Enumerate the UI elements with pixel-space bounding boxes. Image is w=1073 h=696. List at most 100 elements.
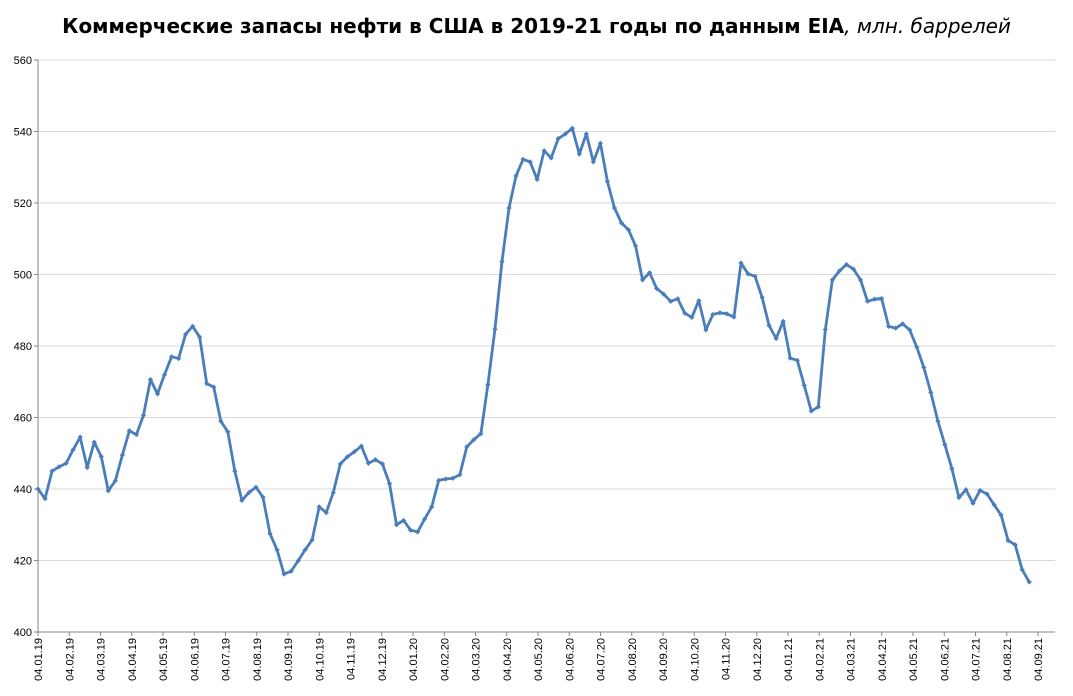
series-layer xyxy=(35,125,1032,585)
data-point xyxy=(597,140,603,146)
data-point xyxy=(35,486,41,492)
y-tick-label: 500 xyxy=(14,270,32,282)
y-tick-label: 460 xyxy=(14,413,32,425)
data-point xyxy=(801,382,807,388)
data-point xyxy=(850,266,857,272)
data-point xyxy=(393,522,400,528)
data-point xyxy=(42,496,48,502)
data-point xyxy=(386,481,393,487)
data-point xyxy=(625,227,632,233)
data-point xyxy=(857,277,864,283)
data-point xyxy=(415,529,421,535)
data-point xyxy=(464,444,470,450)
y-tick-label: 520 xyxy=(14,198,32,210)
data-point xyxy=(935,418,941,424)
data-point xyxy=(492,326,498,332)
data-point xyxy=(176,355,182,362)
data-point xyxy=(829,277,835,283)
data-point xyxy=(639,277,646,283)
data-point xyxy=(267,531,273,537)
data-point xyxy=(766,323,772,329)
x-tick-labels: 04.01.19 04.02.19 04.03.19 04.04.19 04.05.19… xyxy=(33,638,1045,681)
x-tick-label: 04.02.20 xyxy=(439,638,451,681)
data-point xyxy=(675,296,681,302)
x-tick-label: 04.05.20 xyxy=(533,638,545,681)
data-point xyxy=(443,476,449,482)
data-point xyxy=(900,321,906,327)
x-tick-label: 04.03.20 xyxy=(471,638,483,681)
data-point xyxy=(344,454,350,460)
data-point xyxy=(893,325,899,331)
data-point xyxy=(717,310,723,316)
data-point xyxy=(253,484,259,490)
data-point xyxy=(499,259,505,265)
data-point xyxy=(1019,567,1025,573)
x-tick-label: 04.01.19 xyxy=(33,638,45,681)
series-line xyxy=(36,126,1031,583)
data-point xyxy=(400,517,407,524)
data-point xyxy=(330,489,336,496)
data-point xyxy=(703,327,709,333)
data-point xyxy=(365,460,372,466)
data-point xyxy=(661,291,667,297)
data-point xyxy=(140,412,147,418)
data-point xyxy=(84,464,90,471)
data-point xyxy=(204,380,210,387)
data-point xyxy=(794,357,800,363)
data-point xyxy=(1026,579,1032,585)
y-tick-labels: 400 420 440 460 480 500 520 540 560 xyxy=(14,55,32,639)
x-tick-label: 04.12.20 xyxy=(752,638,764,681)
data-point xyxy=(871,296,878,302)
data-point xyxy=(288,568,294,574)
x-tick-label: 04.09.19 xyxy=(283,638,295,681)
data-point xyxy=(583,131,589,137)
data-point xyxy=(632,243,639,249)
data-point xyxy=(351,449,357,455)
y-tick-label: 480 xyxy=(14,341,32,353)
data-point xyxy=(618,220,625,226)
data-point xyxy=(260,494,266,500)
x-tick-label: 04.04.19 xyxy=(127,638,139,681)
data-point xyxy=(147,377,154,383)
data-point xyxy=(752,273,758,279)
data-point xyxy=(682,310,688,316)
data-point xyxy=(302,547,308,553)
y-tick-label: 540 xyxy=(14,127,32,139)
x-tick-label: 04.03.19 xyxy=(96,638,108,681)
data-point xyxy=(970,500,976,506)
data-point xyxy=(436,477,442,484)
data-point xyxy=(161,372,168,378)
data-point xyxy=(168,354,175,360)
data-point xyxy=(70,447,76,453)
data-point xyxy=(91,439,97,445)
x-tick-label: 04.05.19 xyxy=(158,638,170,681)
data-point xyxy=(372,457,379,463)
data-point xyxy=(358,443,364,449)
data-point xyxy=(963,487,969,493)
data-point xyxy=(977,487,983,494)
data-point xyxy=(527,159,533,165)
data-point xyxy=(1012,542,1018,548)
data-point xyxy=(942,442,948,448)
data-point xyxy=(323,509,329,516)
x-tick-label: 04.08.19 xyxy=(252,638,264,681)
data-point xyxy=(668,298,674,304)
data-point xyxy=(555,136,561,142)
x-tick-label: 04.11.20 xyxy=(721,638,733,680)
x-tick-label: 04.12.19 xyxy=(377,638,389,681)
data-point xyxy=(724,311,730,317)
y-tick-label: 440 xyxy=(14,484,32,496)
x-tick-label: 04.06.19 xyxy=(189,638,201,681)
data-point xyxy=(520,156,526,162)
y-tick-label: 560 xyxy=(14,55,32,67)
data-point xyxy=(886,323,892,329)
data-point xyxy=(154,391,161,397)
data-point xyxy=(407,527,414,533)
data-point xyxy=(928,389,934,396)
data-point xyxy=(590,159,596,165)
data-point xyxy=(604,178,611,185)
data-point xyxy=(1005,537,1011,544)
data-point xyxy=(808,408,814,414)
data-point xyxy=(126,428,132,434)
data-point xyxy=(316,504,322,510)
